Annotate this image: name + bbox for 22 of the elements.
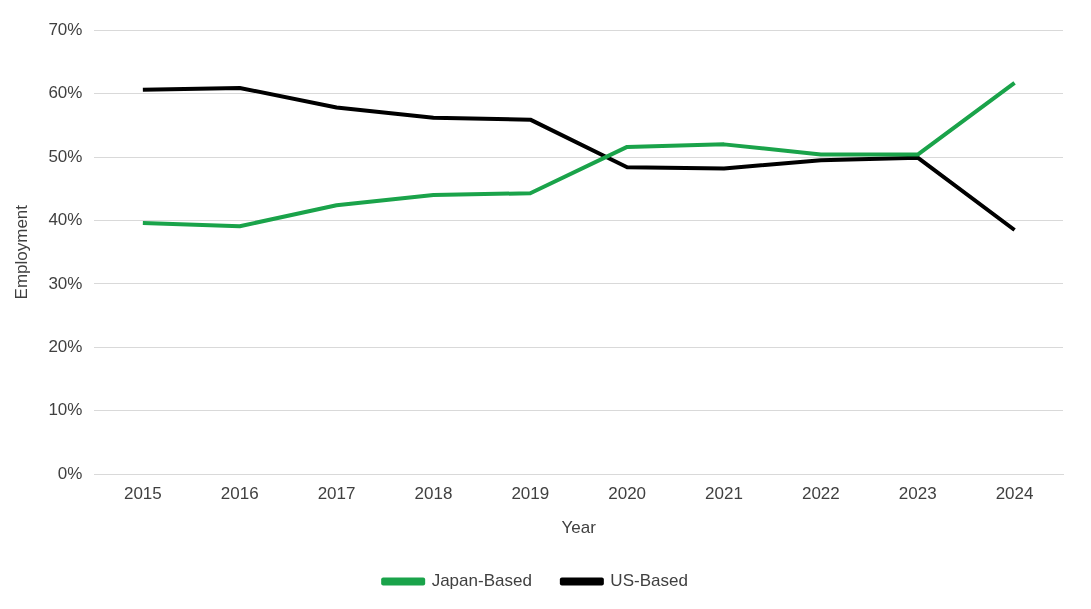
- y-tick-label: 20%: [48, 337, 83, 357]
- y-tick-label: 30%: [48, 273, 83, 293]
- y-tick-label: 70%: [48, 19, 83, 39]
- legend-label: US-Based: [610, 571, 688, 591]
- y-tick-label: 0%: [57, 463, 83, 483]
- y-axis-title: Employment: [11, 204, 31, 300]
- x-tick-label: 2020: [608, 484, 647, 504]
- x-tick-label: 2018: [414, 484, 453, 504]
- x-tick-label: 2022: [801, 484, 840, 504]
- y-tick-label: 10%: [48, 400, 83, 420]
- x-tick-label: 2016: [220, 484, 259, 504]
- y-tick-label: 40%: [48, 210, 83, 230]
- x-tick-label: 2017: [317, 484, 356, 504]
- x-tick-label: 2015: [123, 484, 162, 504]
- x-axis-title: Year: [561, 518, 597, 538]
- x-tick-label: 2019: [511, 484, 550, 504]
- legend-label: Japan-Based: [431, 571, 532, 591]
- y-tick-label: 60%: [48, 83, 83, 103]
- x-tick-label: 2023: [898, 484, 937, 504]
- y-tick-label: 50%: [48, 146, 83, 166]
- x-tick-label: 2024: [995, 484, 1034, 504]
- x-tick-label: 2021: [705, 484, 743, 504]
